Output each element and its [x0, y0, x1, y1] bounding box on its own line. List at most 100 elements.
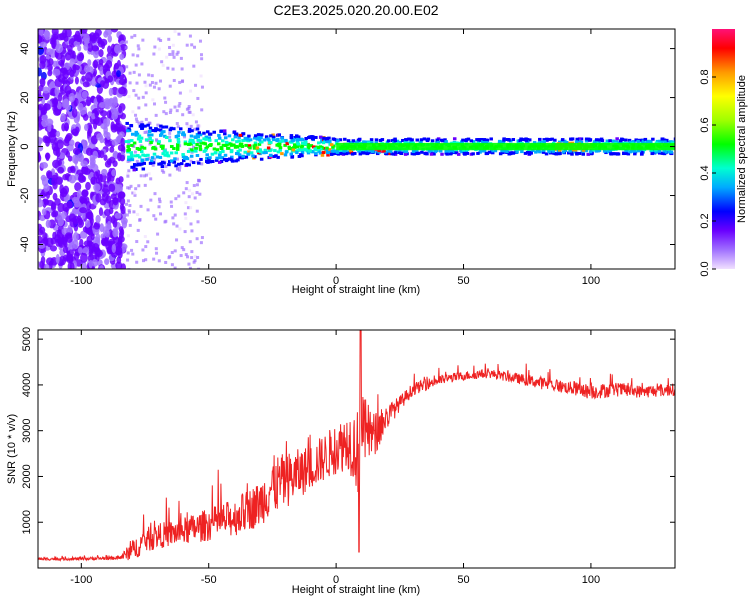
- heatmap-cell: [187, 195, 191, 199]
- heatmap-cell: [157, 47, 161, 51]
- heatmap-cell: [560, 138, 565, 142]
- heatmap-cell: [351, 139, 356, 143]
- heatmap-cell: [353, 151, 357, 155]
- heatmap-cell: [140, 120, 144, 124]
- heatmap-cell: [169, 200, 173, 204]
- heatmap-cell: [628, 140, 633, 144]
- heatmap-cell: [100, 122, 108, 130]
- heatmap-cell: [260, 140, 264, 144]
- heatmap-cell: [489, 149, 494, 153]
- heatmap-cell: [212, 147, 217, 151]
- heatmap-cell: [176, 134, 181, 138]
- heatmap-cell: [275, 139, 279, 143]
- heatmap-cell: [476, 151, 480, 155]
- heatmap-cell: [112, 219, 118, 228]
- heatmap-cell: [606, 150, 611, 154]
- heatmap-cell: [175, 52, 179, 56]
- heatmap-cell: [130, 158, 135, 162]
- heatmap-cell: [336, 139, 340, 143]
- heatmap-cell: [38, 223, 42, 231]
- heatmap-cell: [62, 245, 69, 254]
- heatmap-cell: [505, 150, 509, 154]
- heatmap-cell: [404, 150, 409, 154]
- heatmap-cell: [85, 181, 91, 191]
- spectrogram-x-tick-label: 100: [582, 275, 600, 287]
- heatmap-cell: [148, 136, 152, 140]
- heatmap-cell: [162, 130, 166, 134]
- heatmap-cell: [117, 152, 122, 162]
- heatmap-cell: [118, 226, 124, 234]
- heatmap-cell: [63, 195, 69, 203]
- heatmap-cell: [168, 128, 173, 132]
- heatmap-cell: [103, 30, 109, 38]
- spectrogram-y-axis-label: Frequency (Hz): [6, 111, 18, 187]
- heatmap-cell: [190, 43, 194, 47]
- heatmap-cell: [84, 65, 90, 73]
- heatmap-cell: [386, 139, 391, 143]
- heatmap-cell: [144, 103, 148, 107]
- heatmap-cell: [300, 144, 305, 148]
- heatmap-cell: [284, 150, 289, 154]
- heatmap-cell: [78, 216, 83, 226]
- heatmap-cell: [393, 137, 397, 141]
- heatmap-cell: [522, 138, 526, 142]
- heatmap-cell: [290, 155, 294, 159]
- heatmap-cell: [152, 52, 156, 56]
- heatmap-cell: [136, 154, 140, 158]
- heatmap-cell: [80, 252, 88, 263]
- heatmap-cell: [130, 165, 134, 169]
- heatmap-cell: [157, 205, 161, 209]
- heatmap-cell: [640, 150, 644, 154]
- heatmap-cell: [52, 60, 58, 68]
- heatmap-cell: [99, 265, 104, 269]
- heatmap-cell: [135, 81, 139, 85]
- heatmap-cell: [68, 174, 77, 184]
- heatmap-cell: [199, 74, 203, 78]
- heatmap-cell: [135, 240, 139, 244]
- heatmap-cell: [485, 141, 489, 145]
- heatmap-cell: [144, 117, 148, 121]
- heatmap-cell: [49, 245, 58, 252]
- heatmap-cell: [107, 75, 114, 83]
- heatmap-cell: [164, 125, 169, 129]
- heatmap-cell: [247, 144, 252, 148]
- heatmap-cell: [38, 29, 44, 37]
- heatmap-cell: [214, 158, 219, 162]
- heatmap-cell: [109, 146, 115, 153]
- heatmap-cell: [508, 152, 513, 156]
- heatmap-cell: [131, 191, 135, 195]
- heatmap-cell: [100, 237, 108, 246]
- heatmap-cell: [208, 160, 212, 164]
- heatmap-cell: [132, 168, 137, 172]
- heatmap-cell: [525, 151, 530, 155]
- heatmap-cell: [377, 149, 381, 153]
- heatmap-cell: [264, 135, 269, 139]
- heatmap-cell: [299, 153, 303, 157]
- heatmap-cell: [147, 73, 151, 77]
- heatmap-cell: [318, 151, 323, 155]
- heatmap-cell: [229, 142, 233, 146]
- heatmap-cell: [584, 137, 589, 141]
- heatmap-cell: [175, 147, 180, 151]
- heatmap-cell: [39, 54, 47, 64]
- heatmap-cell: [346, 139, 351, 143]
- heatmap-cell: [163, 96, 167, 100]
- heatmap-cell: [175, 109, 179, 113]
- heatmap-cell: [169, 159, 174, 163]
- heatmap-cell: [311, 145, 316, 149]
- heatmap-cell: [188, 266, 192, 269]
- heatmap-cell: [99, 135, 104, 144]
- heatmap-cell: [106, 158, 112, 166]
- heatmap-cell: [196, 124, 200, 128]
- heatmap-cell: [228, 157, 232, 161]
- heatmap-cell: [178, 165, 182, 169]
- heatmap-cell: [129, 184, 133, 188]
- heatmap-cell: [106, 171, 112, 181]
- heatmap-cell: [140, 158, 144, 162]
- heatmap-cell: [58, 255, 67, 266]
- heatmap-cell: [104, 229, 110, 238]
- heatmap-cell: [277, 133, 281, 137]
- heatmap-cell: [184, 201, 188, 205]
- heatmap-cell: [167, 160, 172, 164]
- heatmap-cell: [197, 131, 202, 135]
